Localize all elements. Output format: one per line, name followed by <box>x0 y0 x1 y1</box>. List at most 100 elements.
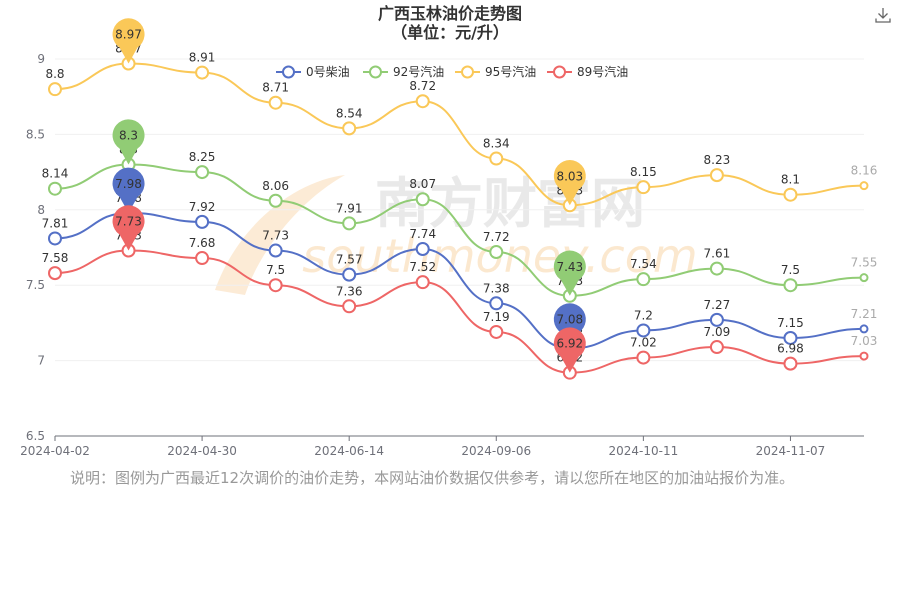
chart-title: 广西玉林油价走势图 <box>378 4 522 23</box>
data-point <box>859 351 869 361</box>
data-label: 7.92 <box>189 200 216 214</box>
data-label: 8.91 <box>189 51 216 65</box>
data-label: 8.15 <box>630 165 657 179</box>
y-axis: 6.577.588.59 <box>26 52 864 443</box>
data-label: 7.72 <box>483 230 510 244</box>
marker-pin <box>112 119 145 165</box>
legend-swatch-dot <box>553 65 566 79</box>
legend-swatch-dot <box>282 65 295 79</box>
y-tick-label: 8.5 <box>26 127 45 141</box>
data-point <box>489 245 504 260</box>
y-tick-label: 7 <box>37 354 45 368</box>
y-tick-label: 8 <box>37 203 45 217</box>
chart-subtitle: （单位：元/升） <box>391 23 509 42</box>
y-tick-label: 7.5 <box>26 278 45 292</box>
data-point <box>859 273 869 283</box>
x-tick-label: 2024-09-06 <box>461 444 531 458</box>
marker-label: 6.92 <box>556 337 583 351</box>
data-point <box>709 312 724 327</box>
legend-swatch-dot <box>369 65 382 79</box>
data-point <box>342 121 357 136</box>
data-label: 7.03 <box>851 334 878 348</box>
download-icon[interactable] <box>874 6 892 24</box>
data-label: 6.98 <box>777 342 804 356</box>
max-min-markers: 7.98 7.08 8.3 7.43 8.97 8.03 7.73 6.92 <box>112 18 586 373</box>
data-label: 8.25 <box>189 150 216 164</box>
data-point <box>342 267 357 282</box>
legend-label: 95号汽油 <box>485 64 536 79</box>
data-point <box>268 278 283 293</box>
data-label: 7.02 <box>630 336 657 350</box>
data-label: 8.71 <box>262 81 289 95</box>
data-point <box>48 181 62 196</box>
data-label: 7.73 <box>262 229 289 243</box>
data-label: 7.2 <box>634 308 653 322</box>
data-label: 8.54 <box>336 106 363 120</box>
data-point <box>48 231 62 246</box>
data-label: 7.54 <box>630 257 657 271</box>
data-point <box>489 324 504 339</box>
legend-label: 0号柴油 <box>306 65 350 79</box>
data-point <box>783 356 798 371</box>
data-point <box>268 193 283 208</box>
data-point <box>489 296 504 311</box>
data-label: 7.19 <box>483 310 510 324</box>
watermark-swoosh <box>215 175 345 295</box>
data-point <box>342 299 357 314</box>
data-point <box>783 278 798 293</box>
data-label: 8.23 <box>704 153 731 167</box>
data-label: 7.36 <box>336 284 363 298</box>
data-point <box>48 82 62 97</box>
data-point <box>636 350 651 365</box>
data-label: 7.58 <box>42 251 69 265</box>
data-label: 7.09 <box>704 325 731 339</box>
marker-pin <box>553 327 586 373</box>
x-tick-label: 2024-04-30 <box>167 444 237 458</box>
marker-pin <box>112 205 145 251</box>
x-tick-label: 2024-10-11 <box>608 444 678 458</box>
data-label: 8.16 <box>851 164 878 178</box>
legend-label: 92号汽油 <box>393 64 444 79</box>
marker-pin <box>553 250 586 296</box>
data-label: 8.07 <box>409 177 436 191</box>
data-label: 7.91 <box>336 201 363 215</box>
data-point <box>859 324 869 334</box>
data-label: 7.5 <box>266 263 285 277</box>
data-point <box>489 151 504 166</box>
data-label: 7.27 <box>704 298 731 312</box>
data-label: 8.8 <box>45 67 64 81</box>
data-point <box>195 165 210 180</box>
data-point <box>195 251 210 266</box>
marker-pin <box>112 167 145 213</box>
footnote: 说明：图例为广西最近12次调价的油价走势，本网站油价数据仅供参考，请以您所在地区… <box>70 469 795 487</box>
data-label: 7.74 <box>409 227 436 241</box>
data-point <box>709 261 724 276</box>
data-label: 7.68 <box>189 236 216 250</box>
data-label: 7.15 <box>777 316 804 330</box>
data-point <box>415 242 430 257</box>
marker-pin <box>553 160 586 206</box>
data-point <box>636 272 651 287</box>
marker-label: 8.97 <box>115 28 142 42</box>
marker-label: 7.73 <box>115 215 142 229</box>
data-point <box>195 214 210 229</box>
data-point <box>415 275 430 290</box>
data-point <box>342 216 357 231</box>
y-tick-label: 6.5 <box>26 429 45 443</box>
data-label: 7.52 <box>409 260 436 274</box>
x-axis: 2024-04-02 2024-04-30 2024-06-14 2024-09-06… <box>20 435 864 458</box>
data-point <box>783 187 798 202</box>
data-label: 8.1 <box>781 173 800 187</box>
y-tick-label: 9 <box>37 52 45 66</box>
watermark-logo: 南方财富网southmoney.com <box>215 172 698 295</box>
legend-swatch-dot <box>461 65 474 79</box>
data-label: 8.14 <box>42 167 69 181</box>
data-point <box>636 180 651 195</box>
x-tick-label: 2024-11-07 <box>756 444 826 458</box>
data-point <box>195 65 210 80</box>
data-label: 7.57 <box>336 253 363 267</box>
series-layer: 7.81 7.98 7.92 7.73 7.57 7.74 7.38 7.08 7.2 7.27 7… <box>42 42 878 380</box>
x-tick-label: 2024-06-14 <box>314 444 384 458</box>
data-label: 7.21 <box>851 307 878 321</box>
data-point <box>268 95 283 110</box>
